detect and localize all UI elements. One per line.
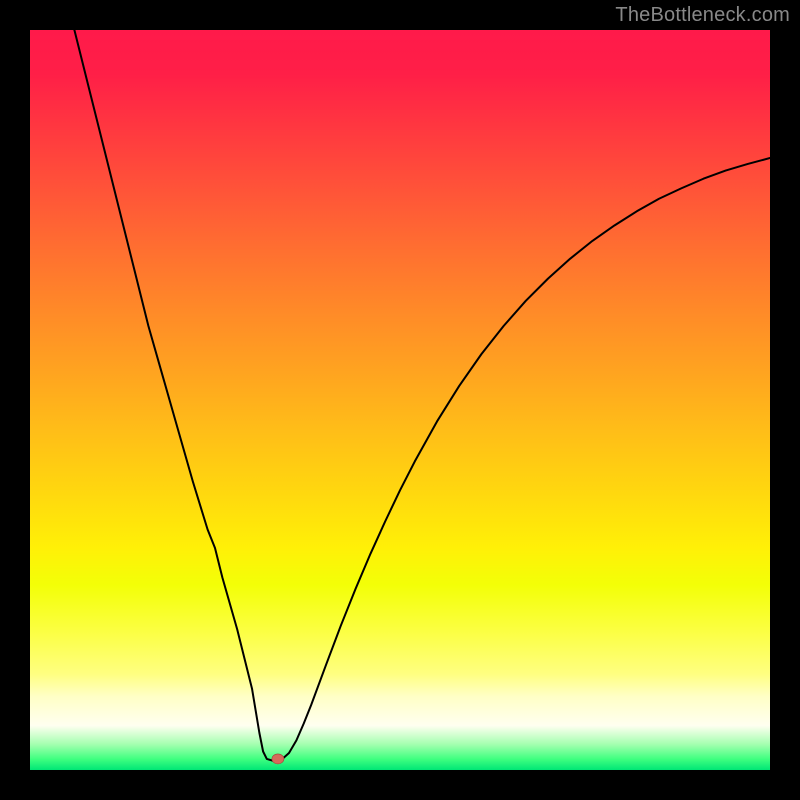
chart-svg xyxy=(30,30,770,770)
minimum-marker xyxy=(272,754,284,764)
chart-background xyxy=(30,30,770,770)
watermark-text: TheBottleneck.com xyxy=(615,4,790,27)
chart-plot-area xyxy=(30,30,770,770)
